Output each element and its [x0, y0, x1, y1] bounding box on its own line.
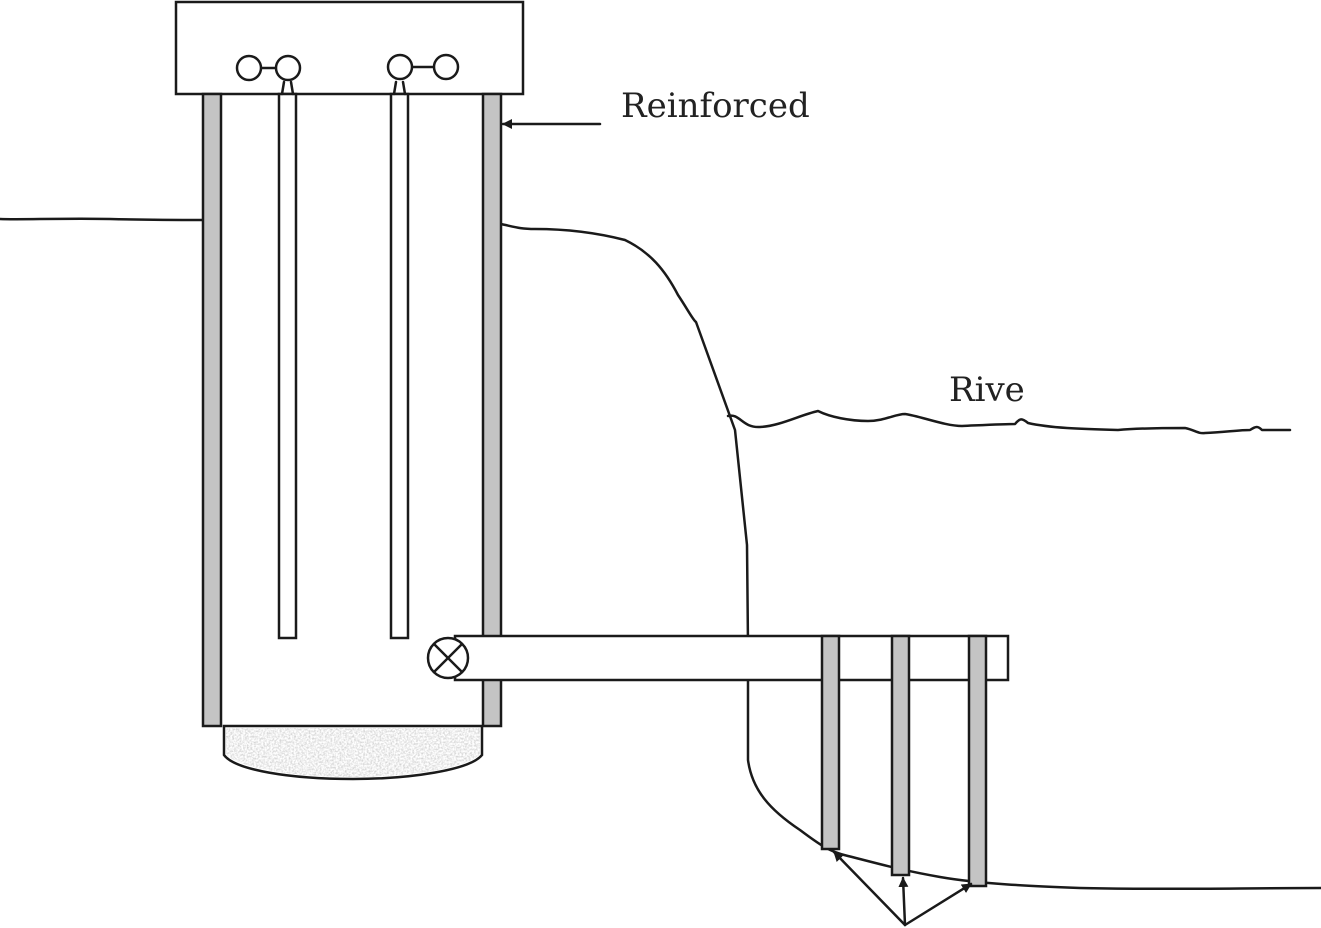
well-point-screen-1 — [820, 634, 841, 851]
suction-pipe-right — [389, 92, 410, 640]
well-wall-left — [201, 92, 223, 728]
pump-left — [235, 54, 302, 82]
valve-icon — [426, 636, 470, 680]
well-head-slab — [174, 0, 525, 96]
pump-left-impeller-circle — [274, 54, 302, 82]
gravel-texture — [226, 728, 480, 777]
river-water-surface — [726, 409, 1292, 435]
suction-pipe-right-neck — [392, 80, 407, 96]
reinforced-label: Reinforced — [621, 86, 810, 126]
suction-pipe-left — [277, 92, 298, 640]
pump-right — [386, 53, 460, 81]
ground-line-left — [0, 217, 205, 222]
well-point-screen-3 — [967, 634, 988, 888]
pump-left-motor-circle — [235, 54, 263, 82]
pump-right-impeller-circle — [386, 53, 414, 81]
horizontal-intake-pipe — [453, 634, 1010, 682]
well-wall-right — [481, 92, 503, 728]
pointer-arrow-screen-1 — [832, 850, 907, 927]
pointer-arrow-screen-3 — [903, 882, 973, 927]
pointer-arrow-screen-2 — [898, 876, 909, 927]
river-label: Rive — [949, 370, 1025, 410]
well-point-screen-2 — [890, 634, 911, 877]
riverbank-profile — [499, 222, 1321, 891]
pump-right-motor-circle — [432, 53, 460, 81]
suction-pipe-left-neck — [280, 80, 295, 96]
